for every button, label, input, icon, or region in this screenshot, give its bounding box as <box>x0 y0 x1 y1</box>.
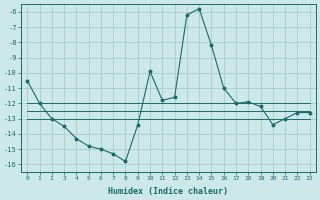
X-axis label: Humidex (Indice chaleur): Humidex (Indice chaleur) <box>108 187 228 196</box>
